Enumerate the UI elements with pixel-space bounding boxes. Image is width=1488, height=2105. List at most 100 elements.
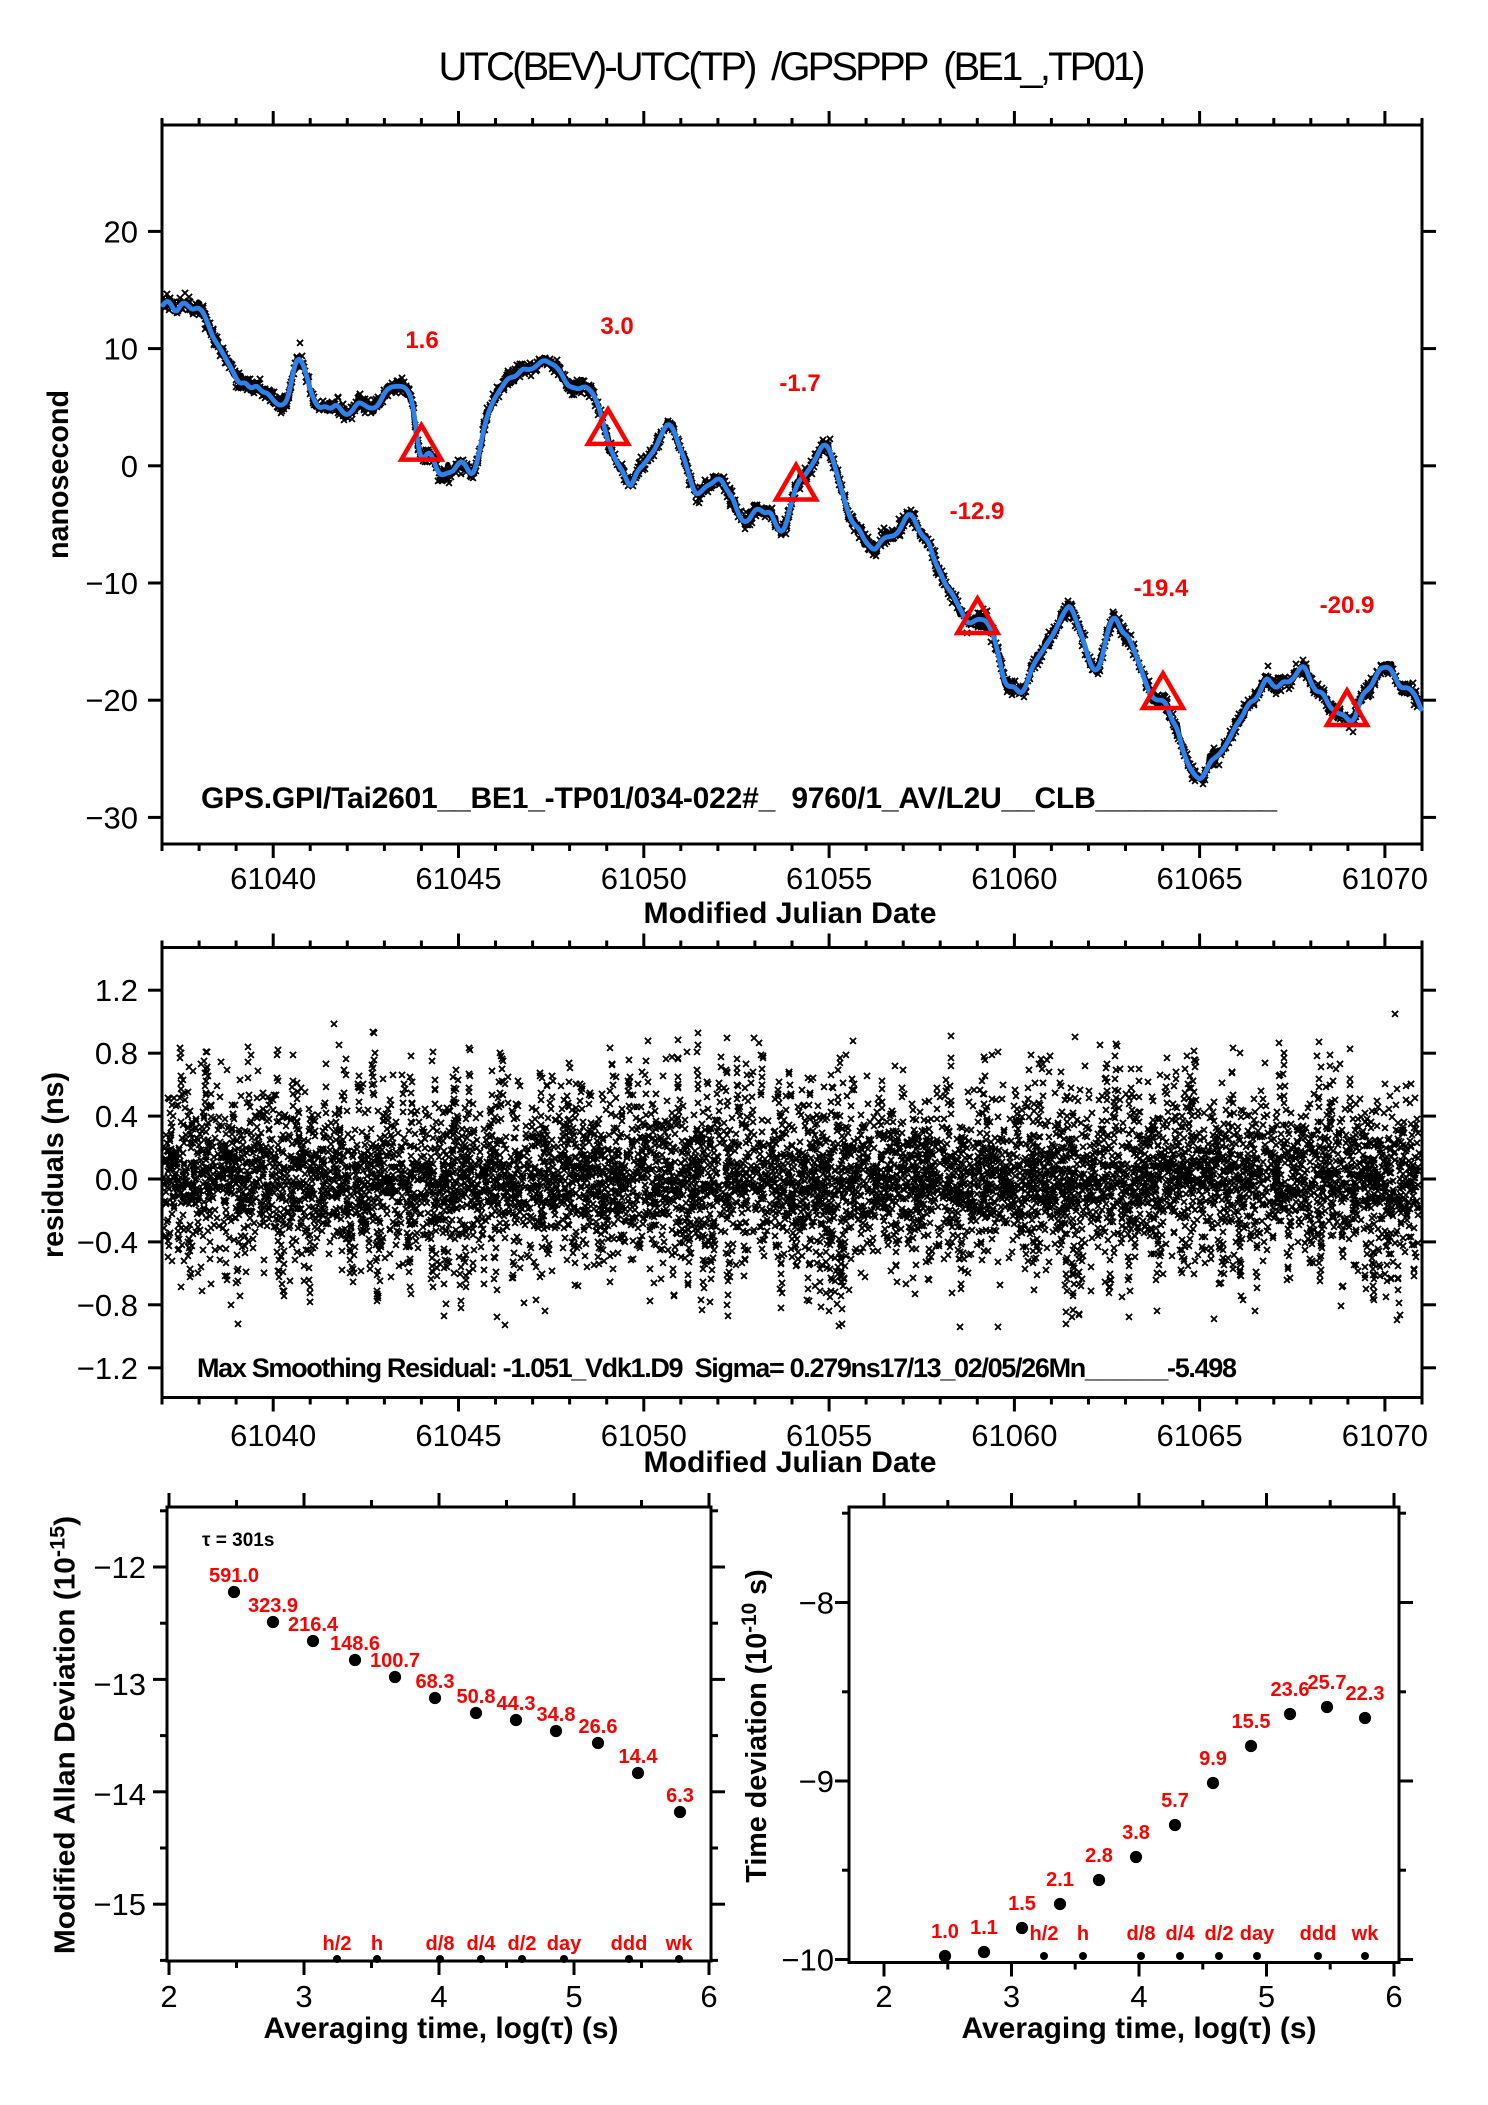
svg-text:Max Smoothing Residual: -1.051: Max Smoothing Residual: -1.051_Vdk1.D9 S… [197, 1353, 1237, 1383]
svg-text:d/8: d/8 [426, 1933, 455, 1955]
svg-text:d/8: d/8 [1127, 1923, 1156, 1945]
svg-text:20: 20 [104, 214, 138, 249]
svg-text:50.8: 50.8 [457, 1686, 496, 1708]
svg-text:3: 3 [295, 1979, 312, 2014]
svg-text:wk: wk [665, 1933, 694, 1955]
svg-text:2: 2 [875, 1979, 892, 2014]
svg-text:2.1: 2.1 [1046, 1869, 1074, 1891]
svg-text:ddd: ddd [1300, 1923, 1337, 1945]
svg-text:61050: 61050 [601, 861, 687, 896]
svg-text:day: day [547, 1933, 582, 1955]
svg-text:26.6: 26.6 [579, 1716, 618, 1738]
svg-text:h: h [1077, 1923, 1089, 1945]
svg-text:Modified Julian Date: Modified Julian Date [644, 1446, 937, 1479]
svg-text:1.5: 1.5 [1008, 1893, 1036, 1915]
svg-text:14.4: 14.4 [619, 1746, 659, 1768]
svg-text:−15: −15 [93, 1887, 146, 1922]
svg-text:61065: 61065 [1156, 861, 1242, 896]
svg-text:9.9: 9.9 [1199, 1748, 1227, 1770]
svg-text:ddd: ddd [611, 1933, 648, 1955]
svg-text:10: 10 [104, 332, 138, 367]
svg-text:−9: −9 [799, 1764, 834, 1799]
svg-text:6: 6 [700, 1979, 717, 2014]
svg-text:Modified Allan Deviation (10-1: Modified Allan Deviation (10-15) [46, 1516, 82, 1954]
svg-text:1.1: 1.1 [970, 1917, 998, 1939]
svg-text:1.0: 1.0 [931, 1921, 959, 1943]
svg-text:5.7: 5.7 [1161, 1790, 1189, 1812]
svg-text:34.8: 34.8 [537, 1704, 576, 1726]
svg-text:−13: −13 [93, 1667, 146, 1702]
svg-text:d/4: d/4 [1166, 1923, 1196, 1945]
svg-text:3: 3 [1003, 1979, 1020, 2014]
svg-text:22.3: 22.3 [1346, 1683, 1385, 1705]
svg-text:Averaging time, log(τ) (s): Averaging time, log(τ) (s) [264, 2012, 619, 2045]
svg-text:-12.9: -12.9 [950, 498, 1005, 525]
svg-text:−20: −20 [85, 683, 138, 718]
svg-text:1.2: 1.2 [95, 973, 138, 1008]
svg-text:0: 0 [121, 449, 138, 484]
svg-text:residuals (ns): residuals (ns) [37, 1072, 70, 1258]
svg-text:wk: wk [1351, 1923, 1380, 1945]
svg-text:6: 6 [1385, 1979, 1402, 2014]
svg-text:100.7: 100.7 [370, 1650, 420, 1672]
svg-text:61070: 61070 [1342, 1418, 1428, 1453]
svg-text:61060: 61060 [971, 1418, 1057, 1453]
svg-text:nanosecond: nanosecond [42, 390, 75, 559]
svg-text:323.9: 323.9 [248, 1595, 298, 1617]
svg-text:61070: 61070 [1342, 861, 1428, 896]
svg-text:0.4: 0.4 [95, 1099, 138, 1134]
svg-text:Averaging time, log(τ) (s): Averaging time, log(τ) (s) [962, 2012, 1317, 2045]
svg-text:-1.7: -1.7 [779, 370, 820, 397]
svg-text:3.8: 3.8 [1122, 1822, 1150, 1844]
svg-text:44.3: 44.3 [497, 1693, 536, 1715]
svg-text:−0.4: −0.4 [77, 1225, 138, 1260]
svg-text:GPS.GPI/Tai2601__BE1_-TP01/034: GPS.GPI/Tai2601__BE1_-TP01/034-022#_ 976… [201, 782, 1277, 815]
svg-text:68.3: 68.3 [416, 1671, 455, 1693]
svg-text:61040: 61040 [230, 861, 316, 896]
svg-text:2.8: 2.8 [1085, 1845, 1113, 1867]
svg-text:4: 4 [1130, 1979, 1147, 2014]
svg-text:61050: 61050 [601, 1418, 687, 1453]
svg-text:61055: 61055 [786, 861, 872, 896]
svg-text:d/2: d/2 [1205, 1923, 1234, 1945]
svg-text:148.6: 148.6 [330, 1633, 380, 1655]
svg-text:2: 2 [160, 1979, 177, 2014]
svg-text:0.8: 0.8 [95, 1036, 138, 1071]
svg-text:Modified Julian Date: Modified Julian Date [644, 897, 937, 930]
svg-text:−12: −12 [93, 1550, 146, 1585]
svg-text:-19.4: -19.4 [1134, 575, 1189, 602]
svg-text:61045: 61045 [415, 1418, 501, 1453]
svg-text:-20.9: -20.9 [1320, 592, 1375, 619]
svg-text:−10: −10 [85, 566, 138, 601]
svg-text:−14: −14 [93, 1777, 146, 1812]
svg-text:25.7: 25.7 [1308, 1672, 1347, 1694]
svg-text:61055: 61055 [786, 1418, 872, 1453]
svg-text:0.0: 0.0 [95, 1162, 138, 1197]
svg-text:61045: 61045 [415, 861, 501, 896]
svg-text:−1.2: −1.2 [77, 1351, 138, 1386]
svg-text:−30: −30 [85, 800, 138, 835]
svg-text:1.6: 1.6 [405, 327, 438, 354]
svg-text:61040: 61040 [230, 1418, 316, 1453]
svg-text:61065: 61065 [1156, 1418, 1242, 1453]
svg-text:61060: 61060 [971, 861, 1057, 896]
svg-text:591.0: 591.0 [209, 1565, 259, 1587]
svg-text:−0.8: −0.8 [77, 1288, 138, 1323]
svg-text:216.4: 216.4 [288, 1614, 339, 1636]
svg-text:−8: −8 [799, 1586, 834, 1621]
svg-text:UTC(BEV)-UTC(TP) /GPSPPP (BE: UTC(BEV)-UTC(TP) /GPSPPP (BE1_,TP01) [439, 45, 1146, 89]
svg-text:5: 5 [1258, 1979, 1275, 2014]
svg-text:4: 4 [430, 1979, 447, 2014]
svg-text:h/2: h/2 [323, 1933, 352, 1955]
svg-text:15.5: 15.5 [1232, 1711, 1271, 1733]
svg-text:5: 5 [565, 1979, 582, 2014]
svg-text:h/2: h/2 [1030, 1923, 1059, 1945]
svg-text:3.0: 3.0 [600, 313, 633, 340]
svg-text:6.3: 6.3 [666, 1785, 694, 1807]
svg-text:d/4: d/4 [467, 1933, 497, 1955]
svg-text:τ = 301s: τ = 301s [202, 1530, 274, 1551]
svg-text:−10: −10 [781, 1943, 834, 1978]
svg-text:23.6: 23.6 [1271, 1679, 1310, 1701]
svg-text:h: h [371, 1933, 383, 1955]
svg-text:d/2: d/2 [508, 1933, 537, 1955]
